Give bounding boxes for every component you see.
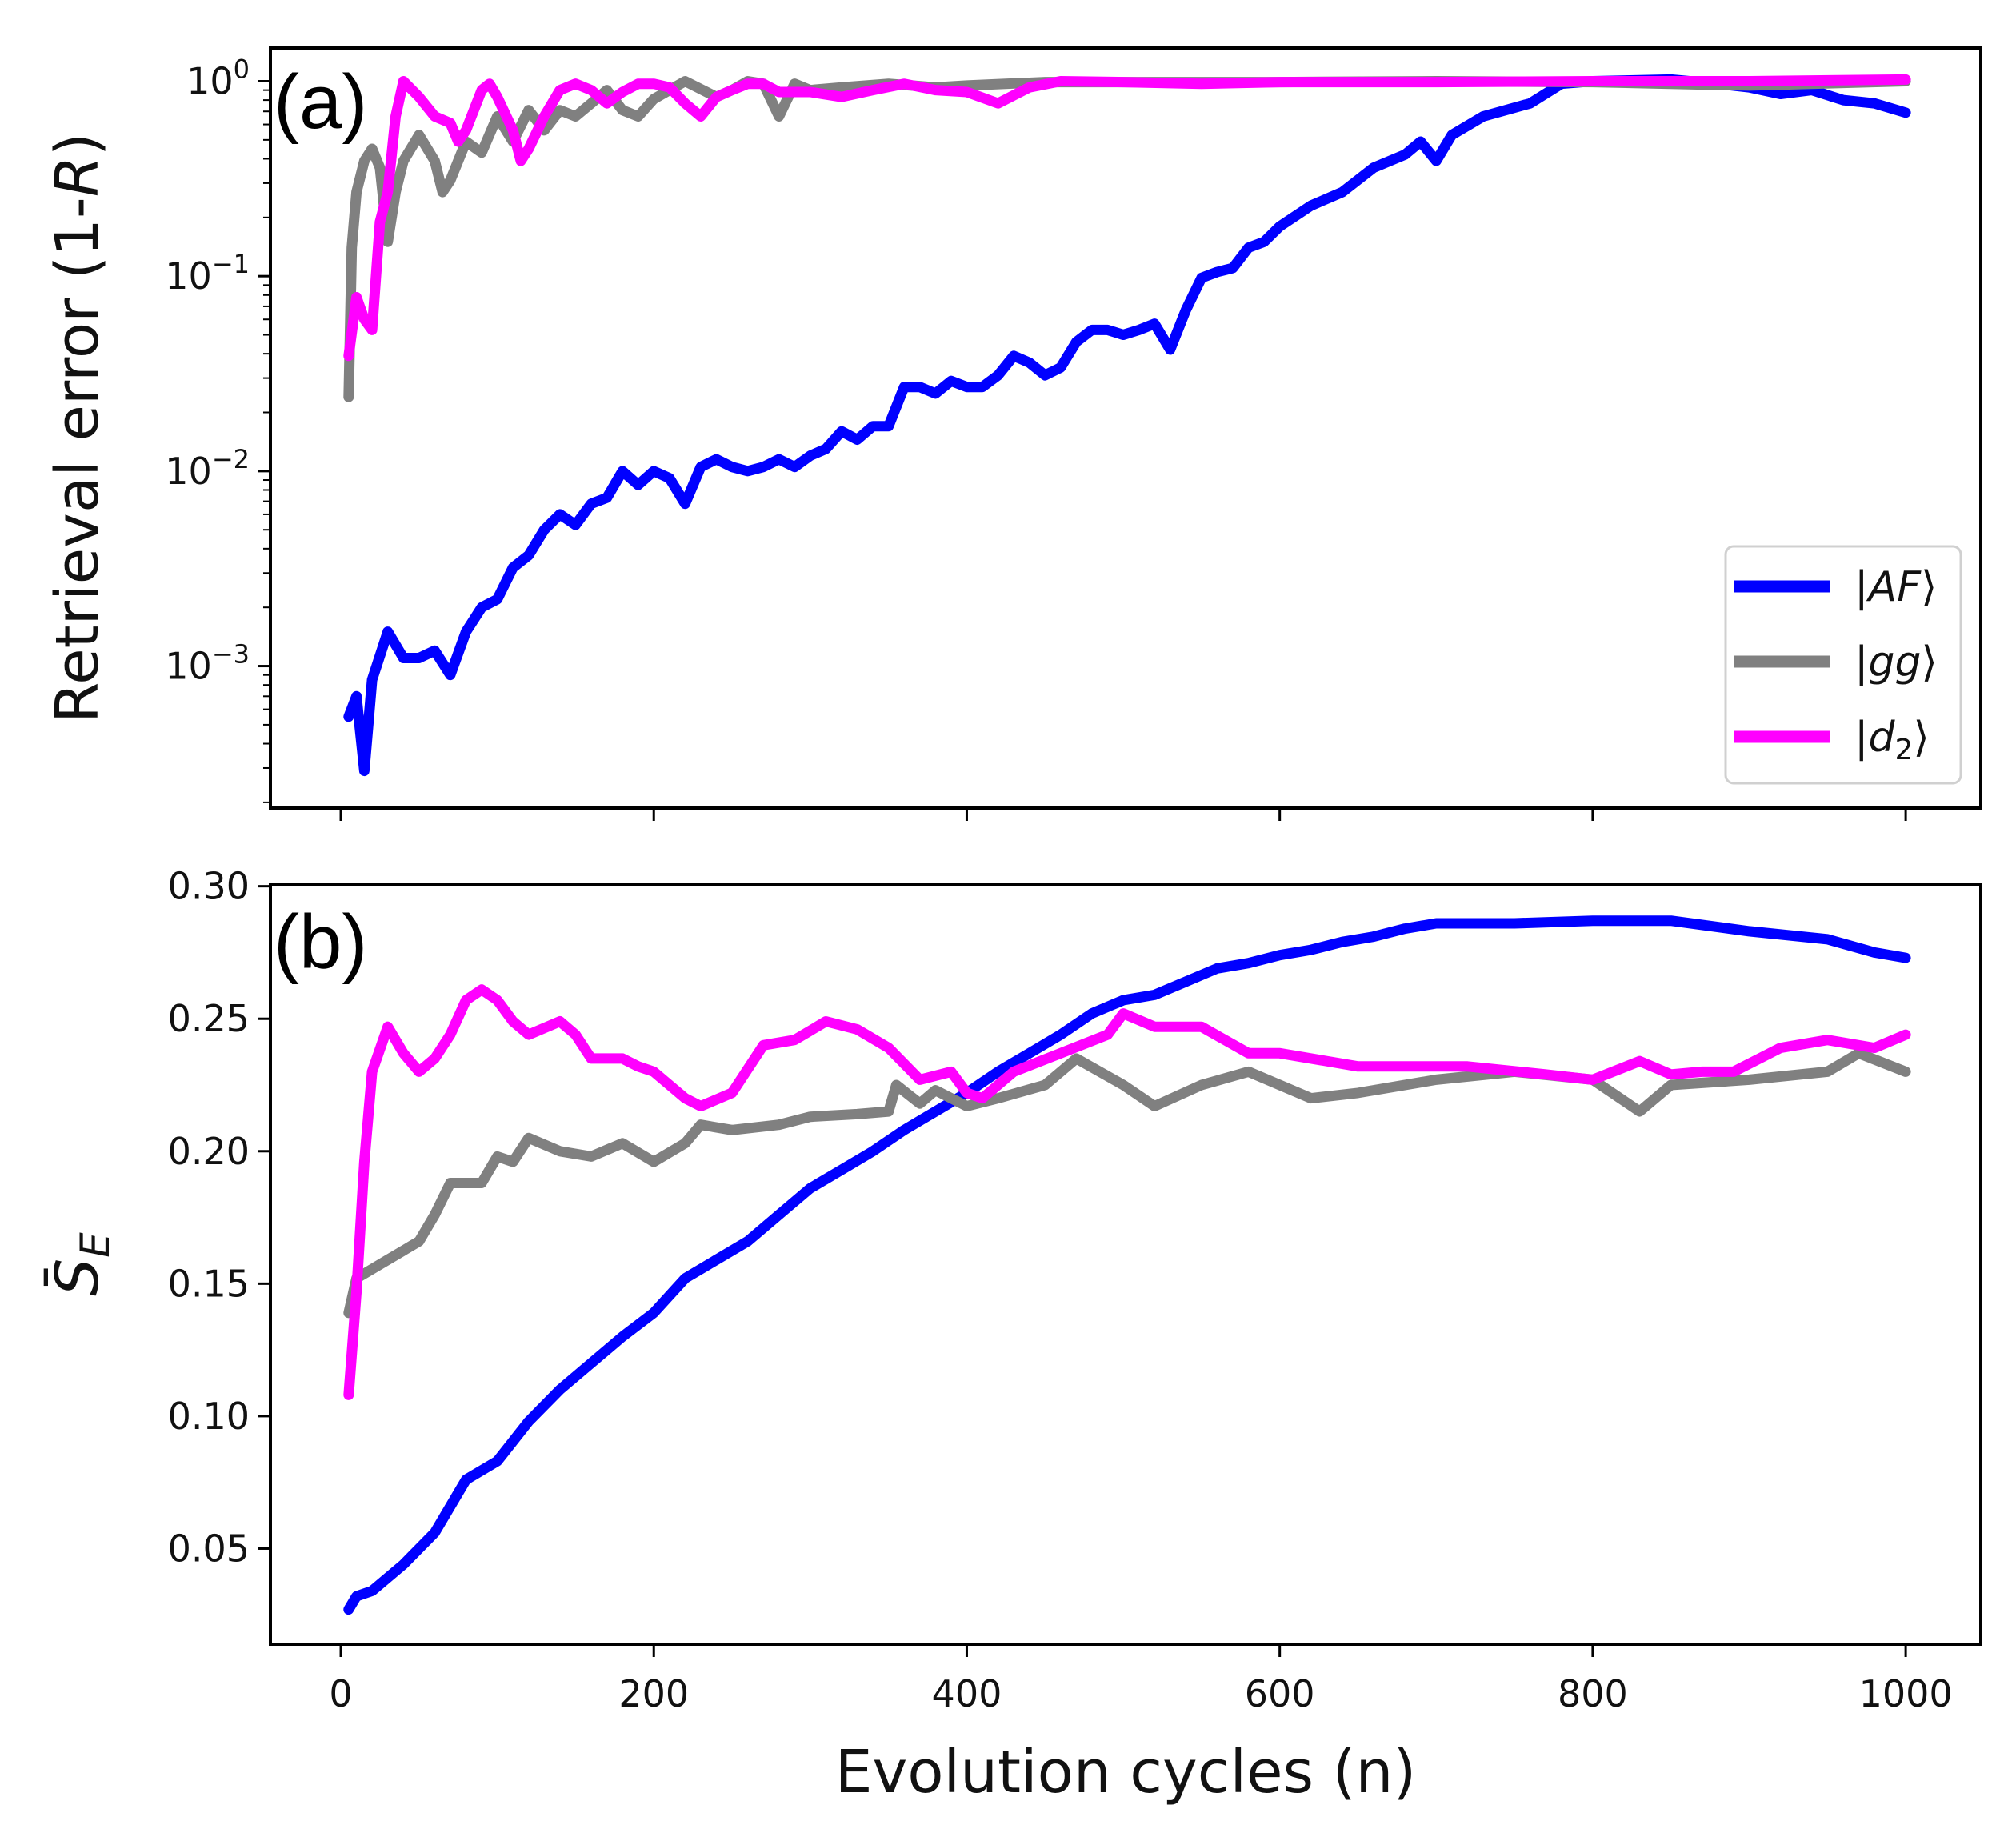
y-label-b-bar: ¯ bbox=[34, 1263, 102, 1292]
x-tick-label: 800 bbox=[1558, 1672, 1628, 1715]
y-tick-label: 10−2 bbox=[165, 444, 250, 493]
legend-label-AF: |AF⟩ bbox=[1854, 563, 1937, 611]
y-tick-label: 0.30 bbox=[168, 865, 250, 908]
y-tick-label: 0.25 bbox=[168, 997, 250, 1040]
y-tick-label: 0.10 bbox=[168, 1395, 250, 1438]
y-tick-label: 0.15 bbox=[168, 1262, 250, 1305]
y-axis-label-b: S¯ E bbox=[34, 1232, 118, 1296]
panel-a: 100 10−1 10−2 10−3 |AF⟩ |gg⟩ |d2⟩ bbox=[165, 46, 1982, 821]
y-tick-label: 100 bbox=[186, 54, 250, 102]
panel-b: 0 200 400 600 800 1000 0.30 0.25 0.20 0.15 0.10 0.0… bbox=[168, 865, 1982, 1715]
y-tick-label: 0.20 bbox=[168, 1130, 250, 1173]
x-tick-label: 400 bbox=[932, 1672, 1002, 1715]
legend-box bbox=[1724, 545, 1962, 785]
x-tick-label: 0 bbox=[329, 1672, 352, 1715]
y-axis-label-a: Retrieval error (1-R) bbox=[43, 133, 112, 723]
legend-label-gg: |gg⟩ bbox=[1854, 638, 1938, 686]
legend: |AF⟩ |gg⟩ |d2⟩ bbox=[1724, 545, 1962, 785]
series-line-gg bbox=[343, 76, 1911, 402]
panel-b-label: (b) bbox=[274, 899, 367, 985]
y-label-b-base: S bbox=[43, 1259, 112, 1296]
x-tick-label: 1000 bbox=[1859, 1672, 1953, 1715]
series-line-d2 bbox=[343, 74, 1911, 362]
y-label-b-sub: E bbox=[72, 1232, 118, 1258]
x-tick-label: 200 bbox=[618, 1672, 689, 1715]
y-tick-label: 10−1 bbox=[165, 249, 250, 298]
x-tick-label: 600 bbox=[1245, 1672, 1315, 1715]
plot-frame bbox=[269, 46, 1982, 810]
series-line-af bbox=[343, 74, 1911, 777]
panel-a-label: (a) bbox=[274, 59, 367, 145]
series-line-af bbox=[343, 915, 1911, 1615]
series-line-d2 bbox=[343, 984, 1911, 1400]
y-tick-label: 10−3 bbox=[165, 639, 250, 688]
legend-label-d: |d2⟩ bbox=[1854, 714, 1930, 766]
y-tick-label: 0.05 bbox=[168, 1527, 250, 1570]
x-axis-label: Evolution cycles (n) bbox=[835, 1738, 1417, 1807]
series-line-gg bbox=[343, 1047, 1911, 1319]
plot-frame bbox=[269, 883, 1982, 1646]
